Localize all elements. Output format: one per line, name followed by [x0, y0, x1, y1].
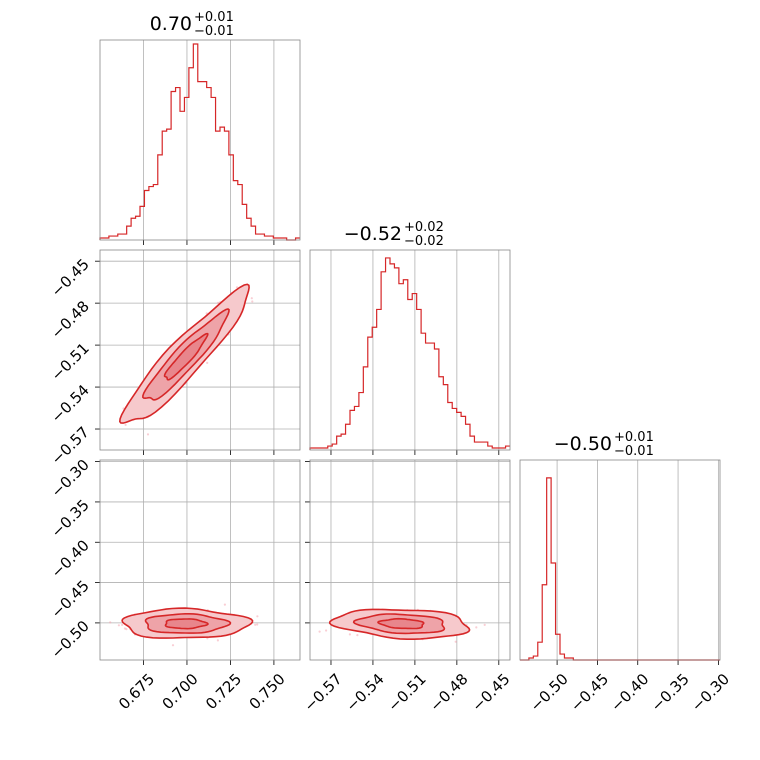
- histogram-frame: [309, 249, 511, 451]
- scatter-point: [256, 623, 259, 626]
- x-tick-label: 0.750: [246, 670, 289, 713]
- param-title-lower: −0.01: [194, 24, 234, 39]
- x-tick-label: 0.675: [115, 670, 158, 713]
- scatter-point: [171, 644, 175, 647]
- scatter-point: [217, 301, 220, 304]
- joint-panel-0-2: [95, 459, 301, 665]
- x-tick-label: −0.35: [648, 670, 693, 715]
- param-title-median: 0.70: [150, 13, 192, 35]
- param-title-upper: +0.02: [404, 220, 444, 235]
- histogram-frame: [519, 459, 721, 661]
- scatter-point: [124, 423, 127, 426]
- scatter-point: [223, 603, 226, 606]
- y-tick-label: −0.50: [48, 617, 93, 662]
- y-tick-label: −0.45: [48, 255, 93, 300]
- joint-panel-0-1: [95, 249, 301, 455]
- scatter-point: [254, 623, 257, 626]
- x-tick-label: −0.45: [567, 670, 612, 715]
- y-tick-label: −0.48: [48, 297, 93, 342]
- y-tick-label: −0.40: [48, 536, 93, 581]
- histogram-panel-1: [309, 249, 511, 455]
- scatter-point: [125, 628, 128, 631]
- param-title-lower: −0.02: [404, 234, 444, 249]
- scatter-point: [454, 640, 457, 643]
- joint-frame: [99, 249, 301, 451]
- param-title-median: −0.50: [554, 433, 612, 455]
- scatter-point: [318, 630, 321, 633]
- histogram-frame: [99, 39, 301, 241]
- x-tick-label: −0.40: [607, 670, 652, 715]
- scatter-point: [483, 623, 486, 627]
- scatter-point: [475, 626, 478, 629]
- scatter-point: [250, 297, 253, 300]
- param-title-lower: −0.01: [614, 444, 654, 459]
- scatter-point: [117, 624, 120, 627]
- histogram-series-1: [309, 257, 510, 450]
- param-title-upper: +0.01: [194, 10, 234, 25]
- histogram-panel-0: [99, 39, 301, 245]
- scatter-point: [109, 621, 112, 624]
- y-tick-label: −0.54: [48, 381, 93, 426]
- y-tick-label: −0.35: [48, 496, 93, 541]
- x-tick-label: −0.54: [342, 670, 387, 715]
- scatter-point: [356, 634, 359, 637]
- x-tick-label: −0.48: [426, 670, 471, 715]
- histogram-series-0: [99, 43, 300, 241]
- joint-panel-1-2: [305, 459, 511, 665]
- scatter-point: [251, 300, 254, 303]
- y-tick-label: −0.45: [48, 577, 93, 622]
- scatter-point: [235, 286, 239, 289]
- scatter-point: [146, 433, 150, 436]
- scatter-point: [348, 633, 351, 636]
- contour-level: [377, 617, 425, 630]
- x-tick-label: −0.45: [468, 670, 513, 715]
- y-tick-label: −0.51: [48, 339, 93, 384]
- histogram-series-2: [520, 477, 720, 661]
- x-tick-label: −0.57: [300, 670, 345, 715]
- x-tick-label: −0.30: [688, 670, 733, 715]
- param-title-median: −0.52: [344, 223, 402, 245]
- scatter-point: [216, 639, 219, 642]
- scatter-point: [325, 629, 328, 632]
- contour-level: [164, 618, 209, 630]
- scatter-point: [206, 361, 209, 364]
- x-tick-label: −0.50: [527, 670, 572, 715]
- param-title-upper: +0.01: [614, 430, 654, 445]
- contour-level: [163, 332, 209, 381]
- x-tick-label: 0.700: [159, 670, 202, 713]
- joint-frame: [309, 459, 511, 661]
- x-tick-label: −0.51: [384, 670, 429, 715]
- scatter-point: [256, 615, 259, 618]
- joint-frame: [99, 459, 301, 661]
- scatter-point: [121, 623, 124, 627]
- y-tick-label: −0.57: [48, 423, 93, 468]
- histogram-panel-2: [519, 459, 721, 665]
- x-tick-label: 0.725: [202, 670, 245, 713]
